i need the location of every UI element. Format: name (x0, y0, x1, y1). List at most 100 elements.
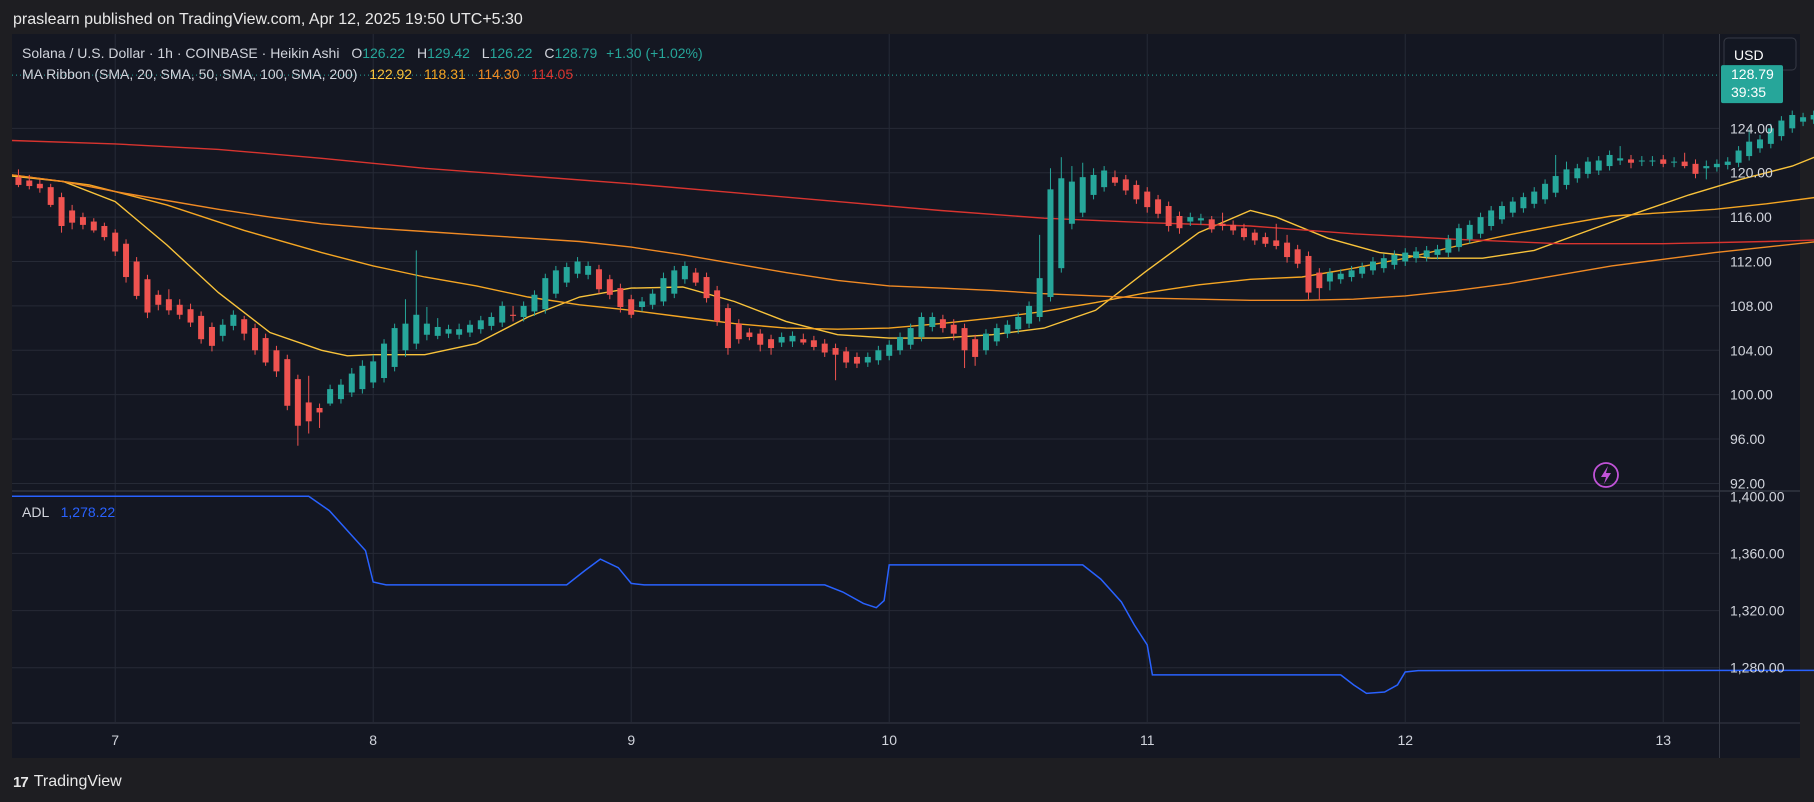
candle (1316, 268, 1323, 301)
legend-l-value: 126.22 (490, 45, 533, 61)
candle-body (133, 261, 140, 296)
candle (1015, 312, 1022, 334)
candle-body (101, 225, 108, 238)
candle (294, 374, 301, 446)
candle (26, 174, 33, 190)
candle (681, 261, 688, 284)
candle (1133, 180, 1140, 204)
candle-body (1413, 251, 1420, 259)
candle (1563, 161, 1570, 190)
candle-body (724, 308, 731, 349)
candle (36, 179, 43, 193)
candle (176, 299, 183, 320)
candle-body (423, 323, 430, 335)
price-tick-label: 124.00 (1730, 120, 1773, 136)
time-axis[interactable]: 7 8 9 10 11 12 13 (111, 732, 1671, 748)
candle (520, 301, 527, 322)
ma200-value: 114.05 (531, 66, 573, 82)
candle (939, 314, 946, 333)
lightning-icon-bolt[interactable] (1601, 466, 1611, 484)
candle (1595, 156, 1602, 175)
candle (1240, 223, 1247, 241)
candle (1746, 129, 1753, 161)
legend-ohlc[interactable]: Solana / U.S. Dollar · 1h · COINBASE · H… (22, 45, 703, 61)
candle (929, 312, 936, 332)
candle-body (1079, 177, 1086, 213)
candle-body (628, 299, 635, 315)
candle (1004, 320, 1011, 339)
candle (1402, 248, 1409, 266)
candle-body (1477, 217, 1484, 234)
lightning-icon-ring[interactable] (1593, 462, 1619, 488)
adl-line (12, 495, 1814, 695)
candle (1735, 146, 1742, 168)
candle-body (1542, 183, 1549, 200)
candle (875, 345, 882, 365)
candle-body (1230, 224, 1237, 231)
candle (1584, 157, 1591, 179)
adl-axis[interactable]: 1,400.00 1,360.00 1,320.00 1,280.00 (1730, 488, 1785, 675)
tradingview-mark-icon: 17 (13, 773, 29, 791)
candle (1251, 229, 1258, 245)
candle-body (1617, 158, 1624, 161)
price-axis[interactable]: 124.00 120.00 116.00 112.00 108.00 104.00 100.… (1730, 120, 1773, 491)
candle (1455, 223, 1462, 252)
ma-ribbon (11, 139, 1814, 357)
lightning-icon[interactable] (1593, 462, 1619, 488)
adl-tick-label: 1,320.00 (1730, 603, 1785, 619)
candle (1756, 134, 1763, 153)
candle-body (1455, 228, 1462, 248)
candle (1187, 212, 1194, 226)
candle (1692, 159, 1699, 179)
time-tick-label: 12 (1397, 732, 1413, 748)
candle (1101, 166, 1108, 192)
candle-body (1391, 254, 1398, 265)
candle (1122, 174, 1129, 195)
candle-body (950, 324, 957, 334)
candle-body (58, 197, 65, 226)
ma-ribbon-label: MA Ribbon (SMA, 20, SMA, 50, SMA, 100, S… (22, 66, 357, 82)
candle-body (929, 316, 936, 327)
candle (1090, 168, 1097, 200)
candle (1230, 220, 1237, 235)
currency-button[interactable]: USD (1723, 37, 1797, 71)
candle-body (1219, 223, 1226, 226)
candle (466, 320, 473, 337)
candle-body (1692, 163, 1699, 174)
candle-body (1359, 267, 1366, 274)
currency-button-label[interactable]: USD (1734, 47, 1764, 63)
candle (316, 403, 323, 428)
candle-body (165, 299, 172, 311)
candle (348, 368, 355, 397)
candle-body (1058, 178, 1065, 269)
tradingview-logo[interactable]: 17 TradingView (13, 770, 122, 794)
candle (1111, 170, 1118, 187)
price-tick-label: 120.00 (1730, 165, 1773, 181)
last-price-badge (1721, 65, 1783, 104)
ma-line-sma-20 (11, 156, 1814, 357)
price-scale-background (1720, 34, 1800, 758)
candle-body (1036, 278, 1043, 317)
candle-body (1155, 199, 1162, 214)
candle-body (660, 278, 667, 302)
candle-body (897, 336, 904, 351)
candle-body (810, 340, 817, 347)
legend-adl[interactable]: ADL 1,278.22 (22, 504, 115, 520)
candle (69, 204, 76, 230)
candle-body (510, 314, 517, 316)
candle-body (1294, 249, 1301, 264)
candle (1369, 257, 1376, 275)
candle (219, 319, 226, 342)
candle (155, 290, 162, 311)
candle (187, 303, 194, 327)
chart-background (12, 34, 1720, 758)
candle (144, 274, 151, 319)
candle (1155, 194, 1162, 219)
candle-body (1724, 161, 1731, 165)
candle-body (520, 305, 527, 317)
legend-ma-ribbon[interactable]: MA Ribbon (SMA, 20, SMA, 50, SMA, 100, S… (22, 66, 573, 82)
candle-body (123, 243, 130, 278)
candle-body (853, 356, 860, 364)
candle (864, 352, 871, 367)
